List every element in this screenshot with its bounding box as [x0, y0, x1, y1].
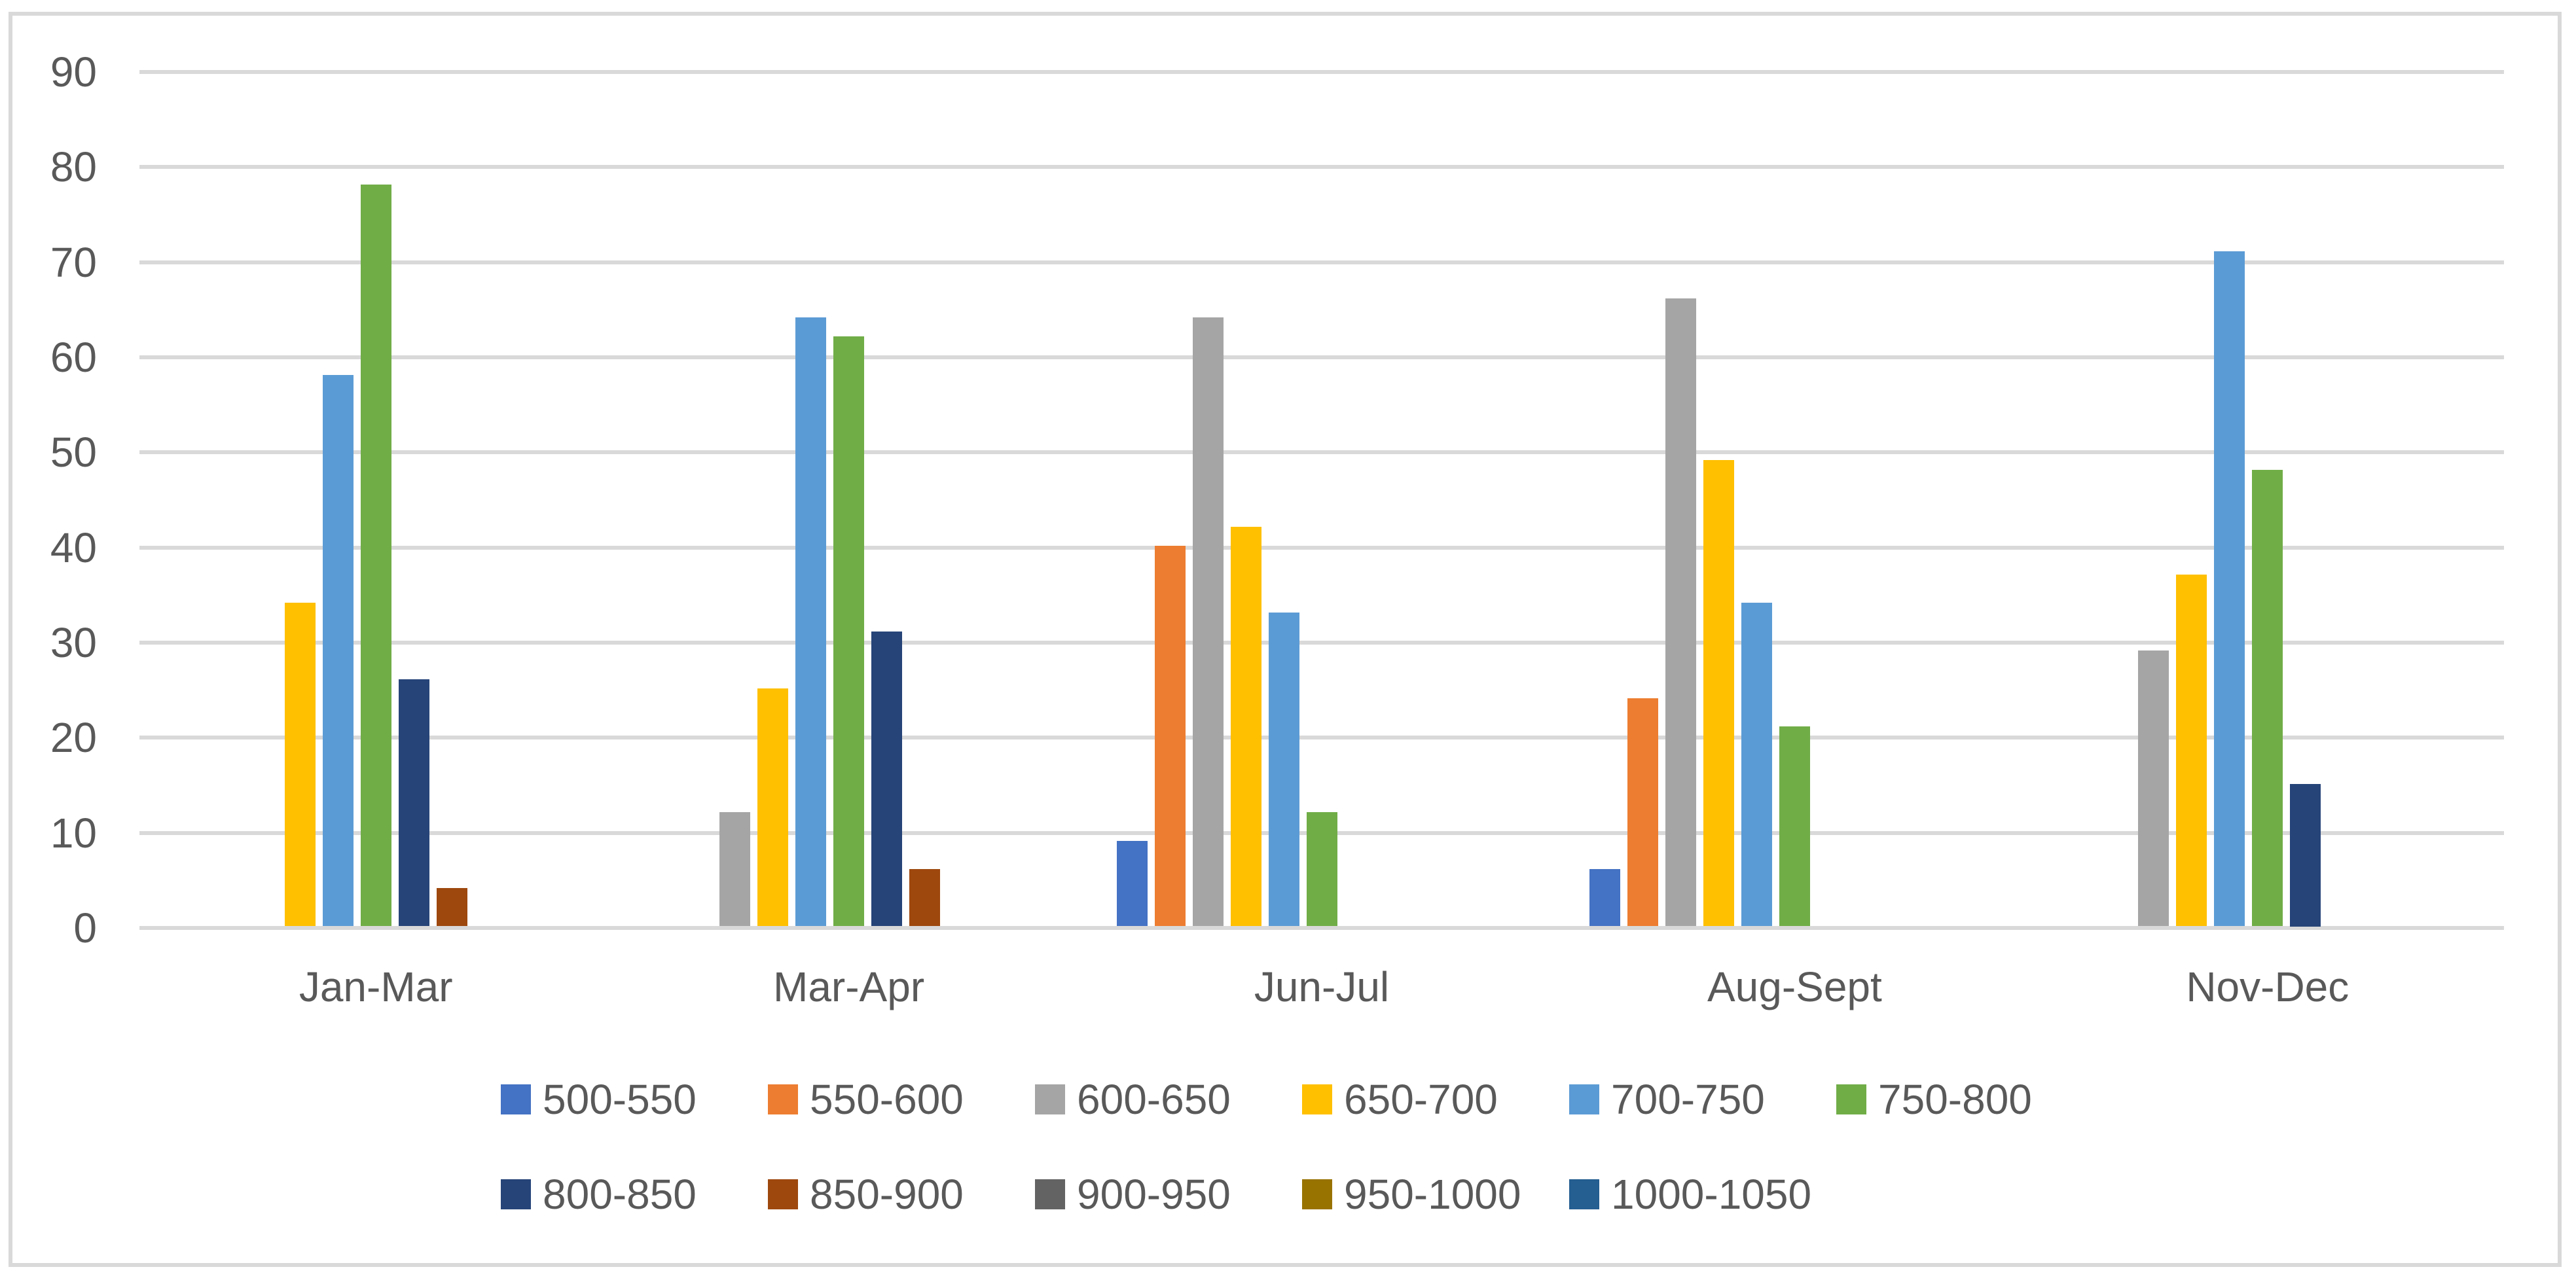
bar-750-800-Mar-Apr: [833, 336, 865, 927]
y-axis-tick-label: 70: [50, 238, 97, 286]
legend-label: 1000-1050: [1611, 1171, 1812, 1218]
legend-item-650-700: 650-700: [1302, 1076, 1498, 1123]
x-axis-line: [139, 926, 2504, 930]
y-axis-tick-label: 80: [50, 143, 97, 191]
bar-500-550-Jun-Jul: [1116, 840, 1148, 927]
x-axis-category-label: Jun-Jul: [1254, 963, 1390, 1010]
bar-750-800-Aug-Sept: [1779, 726, 1810, 927]
legend-swatch-icon: [1035, 1179, 1065, 1209]
bar-750-800-Jun-Jul: [1306, 812, 1337, 927]
bar-600-650-Nov-Dec: [2138, 650, 2169, 927]
bar-700-750-Jun-Jul: [1268, 612, 1299, 927]
legend-label: 550-600: [810, 1076, 964, 1123]
bar-650-700-Jan-Mar: [284, 603, 316, 927]
legend-label: 500-550: [543, 1076, 697, 1123]
gridline: [139, 165, 2504, 169]
legend-item-1000-1050: 1000-1050: [1569, 1171, 1812, 1218]
legend-item-550-600: 550-600: [768, 1076, 964, 1123]
legend-label: 800-850: [543, 1171, 697, 1218]
bar-800-850-Nov-Dec: [2290, 783, 2321, 927]
legend-label: 700-750: [1611, 1076, 1765, 1123]
bar-700-750-Aug-Sept: [1741, 603, 1772, 927]
bar-650-700-Mar-Apr: [757, 688, 789, 927]
bar-700-750-Jan-Mar: [322, 374, 354, 927]
y-axis-tick-label: 10: [50, 809, 97, 857]
bar-550-600-Aug-Sept: [1627, 698, 1658, 927]
legend-swatch-icon: [1836, 1084, 1866, 1114]
legend-item-750-800: 750-800: [1836, 1076, 2032, 1123]
legend-label: 650-700: [1344, 1076, 1498, 1123]
gridline: [139, 355, 2504, 359]
gridline: [139, 70, 2504, 74]
legend-item-950-1000: 950-1000: [1302, 1171, 1521, 1218]
bar-850-900-Jan-Mar: [436, 888, 467, 927]
bar-700-750-Nov-Dec: [2214, 251, 2245, 927]
legend-swatch-icon: [1569, 1179, 1599, 1209]
bar-600-650-Mar-Apr: [719, 812, 751, 927]
legend-label: 750-800: [1878, 1076, 2032, 1123]
bar-500-550-Aug-Sept: [1589, 869, 1620, 927]
legend-swatch-icon: [1569, 1084, 1599, 1114]
legend-swatch-icon: [501, 1179, 531, 1209]
x-axis-category-label: Jan-Mar: [299, 963, 453, 1010]
gridline: [139, 545, 2504, 550]
y-axis-tick-label: 0: [73, 904, 97, 952]
legend-label: 900-950: [1077, 1171, 1231, 1218]
legend-item-900-950: 900-950: [1035, 1171, 1231, 1218]
bar-550-600-Jun-Jul: [1154, 546, 1186, 927]
legend-swatch-icon: [768, 1084, 798, 1114]
legend-item-600-650: 600-650: [1035, 1076, 1231, 1123]
bar-750-800-Jan-Mar: [360, 184, 391, 927]
bar-800-850-Jan-Mar: [398, 679, 429, 927]
legend-item-800-850: 800-850: [501, 1171, 697, 1218]
gridline: [139, 450, 2504, 455]
x-axis-category-label: Aug-Sept: [1707, 963, 1882, 1010]
bar-650-700-Nov-Dec: [2176, 574, 2207, 927]
legend-swatch-icon: [768, 1179, 798, 1209]
legend-swatch-icon: [1035, 1084, 1065, 1114]
bar-850-900-Mar-Apr: [909, 869, 941, 927]
bar-600-650-Jun-Jul: [1192, 317, 1224, 927]
legend-swatch-icon: [1302, 1179, 1332, 1209]
bar-750-800-Nov-Dec: [2252, 469, 2283, 927]
legend-swatch-icon: [1302, 1084, 1332, 1114]
bar-650-700-Jun-Jul: [1230, 527, 1261, 927]
gridline: [139, 641, 2504, 645]
legend-label: 950-1000: [1344, 1171, 1521, 1218]
gridline: [139, 260, 2504, 264]
gridline: [139, 736, 2504, 740]
y-axis-tick-label: 90: [50, 48, 97, 96]
y-axis-tick-label: 40: [50, 524, 97, 571]
legend-item-700-750: 700-750: [1569, 1076, 1765, 1123]
legend-item-850-900: 850-900: [768, 1171, 964, 1218]
bar-600-650-Aug-Sept: [1665, 298, 1696, 927]
legend-label: 600-650: [1077, 1076, 1231, 1123]
bar-800-850-Mar-Apr: [871, 631, 903, 927]
legend-swatch-icon: [501, 1084, 531, 1114]
y-axis-tick-label: 60: [50, 334, 97, 381]
x-axis-category-label: Mar-Apr: [773, 963, 925, 1010]
bar-650-700-Aug-Sept: [1703, 460, 1734, 927]
legend-item-500-550: 500-550: [501, 1076, 697, 1123]
y-axis-tick-label: 20: [50, 714, 97, 762]
chart-border: [9, 12, 2562, 1267]
y-axis-tick-label: 50: [50, 429, 97, 476]
x-axis-category-label: Nov-Dec: [2186, 963, 2349, 1010]
legend-label: 850-900: [810, 1171, 964, 1218]
bar-700-750-Mar-Apr: [795, 317, 827, 927]
y-axis-tick-label: 30: [50, 619, 97, 666]
